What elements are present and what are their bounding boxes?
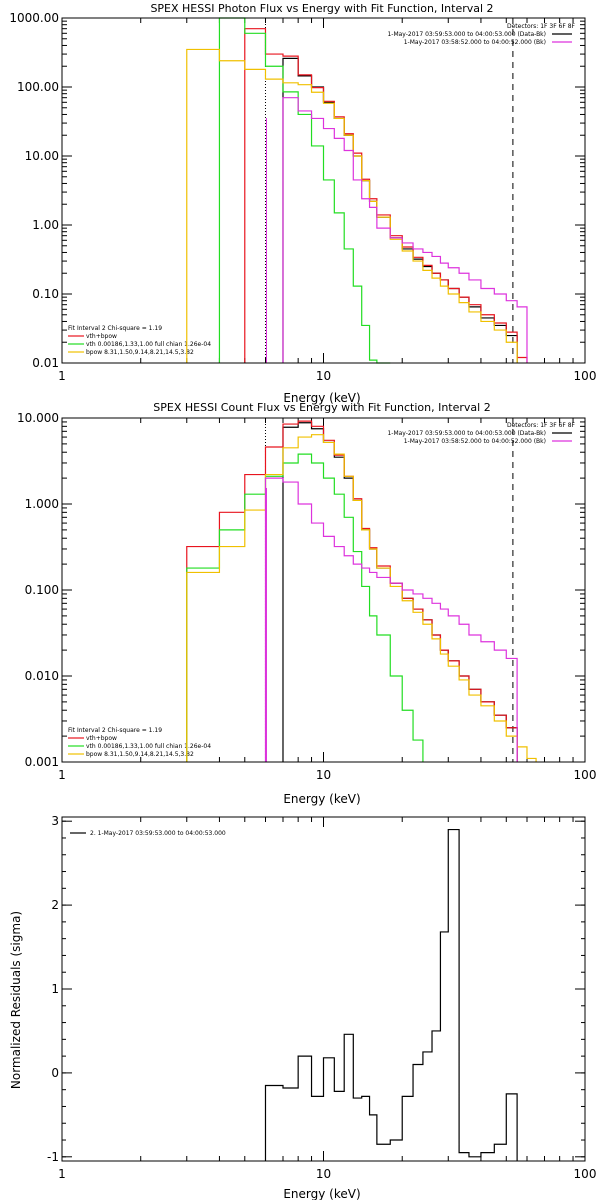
legend-vth: vth 0.00186,1.33,1.00 full chian 1.26e-0… bbox=[86, 743, 211, 750]
legend-bk-interval: 1-May-2017 03:58:52.000 to 04:00:52.000 … bbox=[404, 438, 546, 445]
legend-bk-interval: 1-May-2017 03:58:52.000 to 04:00:52.000 … bbox=[404, 39, 546, 46]
y-tick-label: 1.000 bbox=[25, 497, 59, 511]
photon-flux-title: SPEX HESSI Photon Flux vs Energy with Fi… bbox=[150, 2, 493, 15]
y-tick-label: 100.00 bbox=[17, 80, 59, 94]
series-data bbox=[282, 57, 518, 363]
residuals-panel: Energy (keV) Normalized Residuals (sigma… bbox=[9, 814, 597, 1201]
series-vth bbox=[186, 453, 424, 762]
y-tick-label: 1 bbox=[51, 982, 59, 996]
y-tick-label: 3 bbox=[51, 814, 59, 828]
x-tick-label: 10 bbox=[316, 768, 331, 782]
legend-vth-bpow: vth+bpow bbox=[86, 333, 117, 340]
photon-flux-panel: SPEX HESSI Photon Flux vs Energy with Fi… bbox=[9, 2, 596, 405]
y-tick-label: 1000.00 bbox=[9, 11, 59, 25]
legend-detectors: Detectors: 1F 3F 6F 8F bbox=[507, 422, 576, 429]
plot-frame bbox=[61, 816, 586, 1162]
x-tick-label: 100 bbox=[574, 768, 597, 782]
y-tick-label: 0.01 bbox=[32, 356, 59, 370]
y-tick-label: 0.001 bbox=[25, 755, 59, 769]
series-model bbox=[244, 28, 528, 363]
legend-bpow: bpow 8.31,1.50,9.14,8.21,14.5,3.82 bbox=[86, 751, 194, 758]
photon-flux-xlabel: Energy (keV) bbox=[283, 391, 360, 405]
residuals-legend: 2. 1-May-2017 03:59:53.000 to 04:00:53.0… bbox=[90, 830, 226, 837]
y-tick-label: 1.00 bbox=[32, 218, 59, 232]
y-tick-label: 0.10 bbox=[32, 287, 59, 301]
x-tick-label: 100 bbox=[574, 1167, 597, 1181]
residuals-ylabel: Normalized Residuals (sigma) bbox=[9, 911, 23, 1089]
legend-data-interval: 1-May-2017 03:59:53.000 to 04:00:53.000 … bbox=[387, 430, 546, 437]
count-flux-title: SPEX HESSI Count Flux vs Energy with Fit… bbox=[153, 401, 490, 414]
legend-detectors: Detectors: 1F 3F 6F 8F bbox=[507, 23, 576, 30]
series-bk bbox=[264, 477, 518, 762]
x-tick-label: 10 bbox=[316, 1167, 331, 1181]
legend-vth-bpow: vth+bpow bbox=[86, 735, 117, 742]
x-tick-label: 1 bbox=[58, 768, 66, 782]
y-tick-label: -1 bbox=[47, 1150, 59, 1164]
legend-fit-interval: Fit Interval 2 Chi-square = 1.19 bbox=[68, 325, 162, 332]
count-flux-xlabel: Energy (keV) bbox=[283, 792, 360, 806]
x-tick-label: 1 bbox=[58, 369, 66, 383]
plot-frame bbox=[61, 417, 586, 763]
series-bk bbox=[282, 97, 528, 363]
legend-vth: vth 0.00186,1.33,1.00 full chian 1.26e-0… bbox=[86, 341, 211, 348]
residuals-xlabel: Energy (keV) bbox=[283, 1187, 360, 1200]
photon-flux-legend-bottom: Fit Interval 2 Chi-square = 1.19 vth+bpo… bbox=[68, 325, 211, 356]
count-flux-legend-bottom: Fit Interval 2 Chi-square = 1.19 vth+bpo… bbox=[68, 727, 211, 758]
legend-residual-interval: 2. 1-May-2017 03:59:53.000 to 04:00:53.0… bbox=[90, 830, 226, 837]
x-tick-label: 10 bbox=[316, 369, 331, 383]
y-tick-label: 0 bbox=[51, 1066, 59, 1080]
series-model bbox=[186, 420, 518, 762]
series-bpow bbox=[186, 434, 537, 762]
x-tick-label: 1 bbox=[58, 1167, 66, 1181]
plot-frame bbox=[61, 17, 586, 364]
y-tick-label: 10.00 bbox=[25, 149, 59, 163]
legend-fit-interval: Fit Interval 2 Chi-square = 1.19 bbox=[68, 727, 162, 734]
series-vth bbox=[218, 17, 391, 364]
count-flux-legend-top: Detectors: 1F 3F 6F 8F 1-May-2017 03:59:… bbox=[387, 422, 575, 445]
y-tick-label: 0.100 bbox=[25, 583, 59, 597]
y-tick-label: 2 bbox=[51, 898, 59, 912]
series-bpow bbox=[186, 48, 518, 363]
y-tick-label: 0.010 bbox=[25, 669, 59, 683]
legend-bpow: bpow 8.31,1.50,9.14,8.21,14.5,3.82 bbox=[86, 349, 194, 356]
series-data bbox=[282, 422, 518, 762]
x-tick-label: 100 bbox=[574, 369, 597, 383]
y-tick-label: 10.000 bbox=[17, 411, 59, 425]
legend-data-interval: 1-May-2017 03:59:53.000 to 04:00:53.000 … bbox=[387, 31, 546, 38]
series-data bbox=[264, 828, 518, 1161]
photon-flux-legend-top: Detectors: 1F 3F 6F 8F 1-May-2017 03:59:… bbox=[387, 23, 575, 46]
count-flux-panel: SPEX HESSI Count Flux vs Energy with Fit… bbox=[17, 401, 596, 806]
